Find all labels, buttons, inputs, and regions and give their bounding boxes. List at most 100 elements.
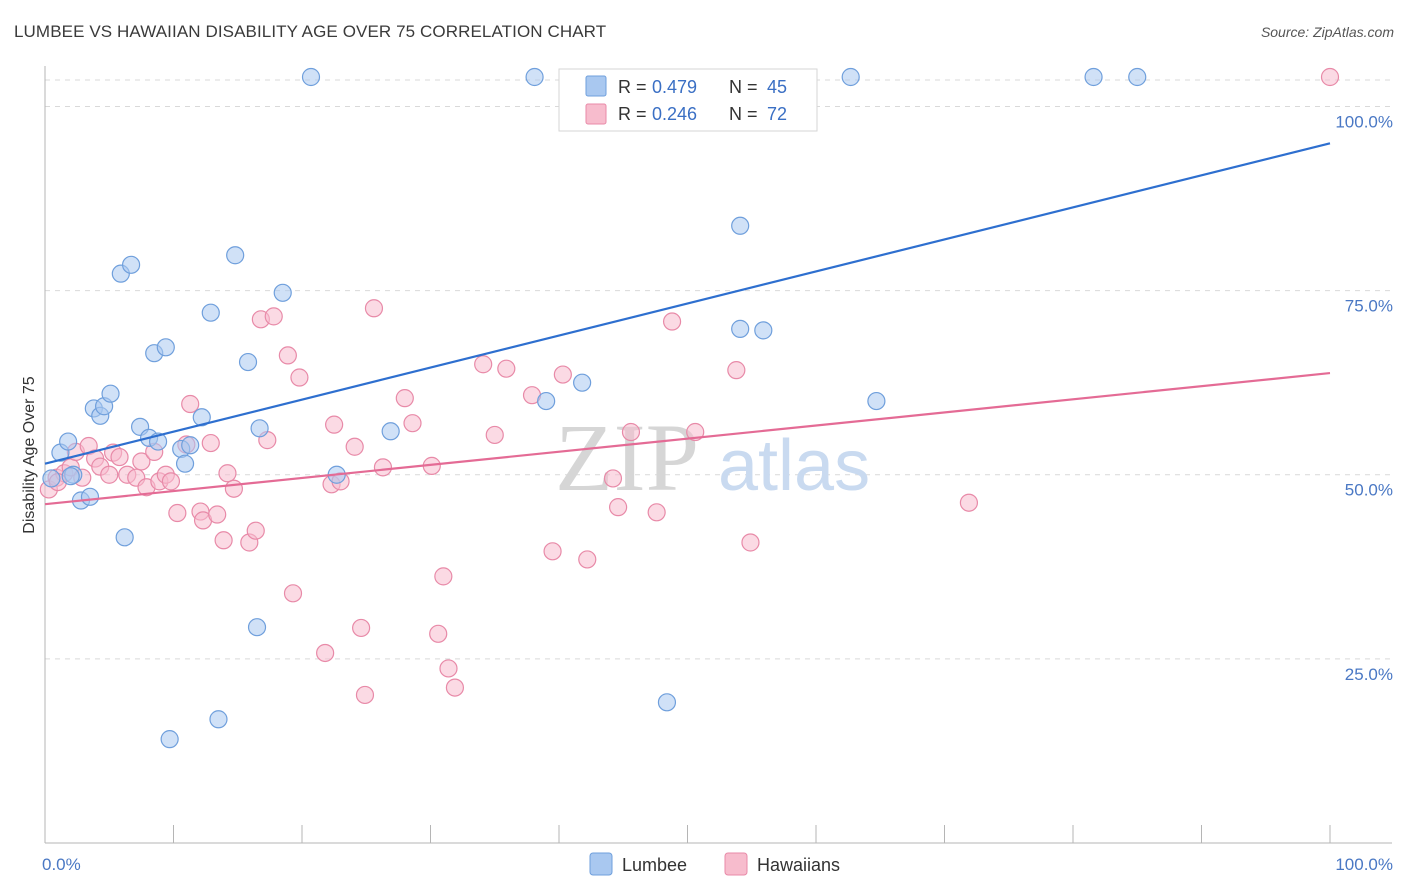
- hawaiian-trend-line: [44, 371, 1331, 506]
- lumbee-point: [80, 487, 100, 506]
- lumbee-point: [841, 67, 860, 87]
- hawaiian-point: [290, 368, 309, 387]
- trend-layer: [44, 142, 1331, 506]
- hawaiian-point: [345, 437, 364, 456]
- legend-n-label-lumbee: N =: [729, 77, 758, 97]
- bottom-legend-swatch-lumbee: [589, 852, 613, 876]
- hawaiian-point: [218, 464, 237, 483]
- lumbee-point: [160, 730, 179, 749]
- x-tick-label: 100.0%: [1335, 855, 1393, 874]
- lumbee-point: [1128, 67, 1147, 87]
- y-tick-label: 75.0%: [1345, 297, 1393, 316]
- y-axis-title: Disability Age Over 75: [21, 376, 38, 534]
- hawaiian-point: [485, 425, 504, 445]
- y-tick-label: 50.0%: [1345, 481, 1393, 500]
- lumbee-point: [209, 710, 228, 729]
- legend-r-value-lumbee: 0.479: [652, 77, 697, 97]
- lumbee-point: [754, 321, 773, 340]
- lumbee-point: [226, 246, 245, 265]
- x-tick-label: 0.0%: [42, 855, 81, 874]
- hawaiian-point: [100, 465, 119, 484]
- legend-swatch-lumbee: [585, 75, 607, 97]
- lumbee-point: [537, 391, 556, 411]
- hawaiian-point: [316, 643, 335, 663]
- hawaiian-point: [741, 533, 760, 552]
- bottom-legend-swatch-hawaiians: [724, 852, 748, 876]
- bottom-legend-label-hawaiians: Hawaiians: [757, 855, 840, 875]
- hawaiian-point: [208, 505, 227, 524]
- legend-swatch-hawaiians: [585, 103, 607, 125]
- hawaiian-point: [959, 493, 979, 512]
- hawaiian-point: [278, 346, 297, 365]
- chart-source: Source: ZipAtlas.com: [1260, 24, 1394, 40]
- lumbee-point: [121, 255, 141, 274]
- hawaiian-point: [395, 389, 414, 408]
- lumbee-point: [61, 467, 80, 486]
- hawaiian-point: [264, 307, 283, 326]
- hawaiian-point: [325, 415, 344, 434]
- axes-layer: [44, 66, 1392, 844]
- hawaiian-point: [445, 678, 465, 697]
- hawaiian-point: [439, 659, 458, 678]
- hawaiian-point: [553, 365, 572, 384]
- lumbee-point: [573, 373, 592, 392]
- lumbee-point: [238, 352, 258, 372]
- hawaiian-point: [246, 521, 265, 540]
- lumbee-point: [59, 432, 78, 451]
- hawaiian-point: [181, 394, 200, 414]
- legend-n-label-hawaiians: N =: [729, 104, 758, 124]
- hawaiian-point: [355, 685, 375, 705]
- y-tick-label: 100.0%: [1335, 112, 1393, 131]
- hawaiian-point: [352, 618, 371, 638]
- watermark-atlas: atlas: [718, 426, 870, 506]
- hawaiian-point: [283, 584, 303, 603]
- legend-r-label-hawaiians: R =: [618, 104, 647, 124]
- hawaiian-point: [373, 458, 393, 477]
- hawaiian-point: [474, 355, 493, 374]
- hawaiian-point: [434, 567, 453, 586]
- hawaiian-point: [110, 447, 129, 467]
- lumbee-point: [175, 454, 195, 473]
- legend-n-value-lumbee: 45: [767, 77, 787, 97]
- hawaiian-point: [1320, 67, 1340, 87]
- hawaiian-point: [403, 414, 422, 433]
- top-legend: R = 0.479 N = 45 R = 0.246 N = 72: [558, 68, 818, 132]
- hawaiian-point: [497, 359, 516, 378]
- lumbee-point: [381, 422, 400, 441]
- lumbee-point: [657, 693, 677, 712]
- watermark: ZIP atlas: [555, 404, 870, 511]
- hawaiian-point: [201, 433, 220, 453]
- lumbee-point: [301, 67, 321, 87]
- lumbee-point: [115, 528, 134, 547]
- legend-r-label-lumbee: R =: [618, 77, 647, 97]
- hawaiian-point: [609, 498, 628, 517]
- chart-title: LUMBEE VS HAWAIIAN DISABILITY AGE OVER 7…: [14, 22, 607, 41]
- ticks-layer: 25.0% 50.0% 75.0% 100.0% 0.0% 100.0%: [42, 112, 1393, 874]
- lumbee-point: [525, 67, 544, 87]
- watermark-zip: ZIP: [555, 404, 699, 511]
- hawaiian-point: [429, 624, 448, 643]
- hawaiian-point: [662, 312, 682, 331]
- bottom-legend: Lumbee Hawaiians: [589, 852, 840, 876]
- lumbee-point: [156, 338, 175, 357]
- hawaiian-point: [161, 472, 181, 491]
- lumbee-point: [731, 216, 750, 235]
- lumbee-point: [181, 436, 200, 455]
- hawaiian-point: [132, 452, 151, 471]
- lumbee-trend-line: [44, 142, 1331, 465]
- hawaiian-point: [603, 469, 623, 488]
- y-tick-label: 25.0%: [1345, 665, 1393, 684]
- lumbee-point: [731, 319, 750, 338]
- lumbee-point: [247, 618, 267, 637]
- bottom-legend-label-lumbee: Lumbee: [622, 855, 687, 875]
- hawaiian-point: [168, 503, 187, 523]
- hawaiian-point: [578, 550, 597, 569]
- lumbee-point: [273, 283, 292, 302]
- hawaiian-point: [364, 299, 384, 318]
- points-layer: [39, 67, 1340, 749]
- lumbee-point: [101, 384, 120, 403]
- legend-r-value-hawaiians: 0.246: [652, 104, 697, 124]
- hawaiian-point: [621, 422, 641, 442]
- hawaiian-point: [543, 542, 562, 561]
